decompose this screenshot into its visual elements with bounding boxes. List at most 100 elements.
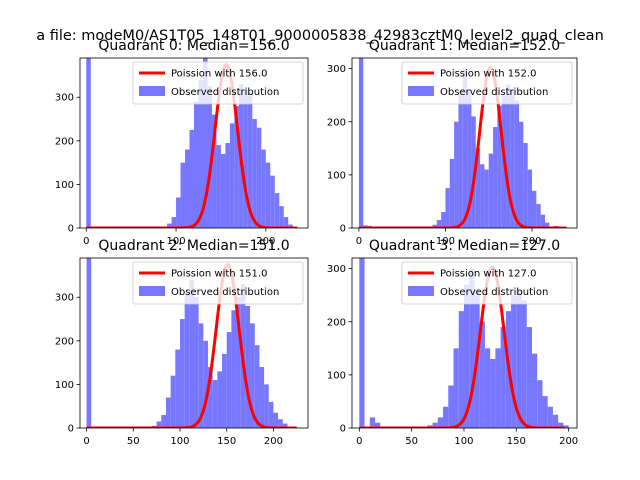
- x-tick-label: 200: [559, 436, 578, 447]
- legend: Poission with 152.0 Observed distribution: [401, 61, 573, 105]
- hist-bar: [443, 406, 449, 428]
- legend-observed-label: Observed distribution: [171, 287, 279, 298]
- hist-bar: [180, 162, 186, 228]
- hist-bar: [526, 327, 532, 428]
- hist-bar: [462, 68, 468, 228]
- hist-bar: [552, 414, 559, 428]
- hist-bar: [454, 121, 459, 228]
- hist-bar: [448, 385, 454, 428]
- hist-bar: [463, 284, 470, 428]
- x-tick-label: 50: [127, 436, 140, 447]
- hist-bar: [484, 348, 491, 428]
- legend: Poission with 151.0 Observed distribution: [132, 261, 304, 305]
- legend: Poission with 156.0 Observed distribution: [132, 61, 304, 105]
- hist-bar: [375, 422, 381, 428]
- hist-bar: [441, 212, 446, 228]
- x-tick-label: 200: [256, 236, 275, 247]
- hist-bar: [521, 300, 527, 428]
- x-tick-label: 100: [170, 436, 189, 447]
- x-tick-label: 150: [217, 436, 236, 447]
- legend-observed-label: Observed distribution: [440, 87, 548, 98]
- legend: Poission with 127.0 Observed distribution: [401, 261, 573, 305]
- hist-bar: [369, 417, 376, 428]
- hist-bar: [519, 121, 524, 228]
- panel-title: Quadrant 0: Median=156.0: [98, 38, 289, 54]
- y-tick-label: 0: [340, 224, 346, 235]
- hist-bar: [185, 149, 190, 228]
- hist-bar: [479, 321, 485, 428]
- legend-box: [132, 261, 304, 305]
- legend-poisson-label: Poission with 152.0: [440, 69, 536, 80]
- hist-bar: [510, 89, 515, 228]
- hist-bar: [254, 345, 260, 428]
- hist-bar: [506, 84, 511, 228]
- y-tick-label: 200: [327, 117, 346, 128]
- hist-bar: [184, 292, 190, 428]
- hist-bar: [250, 323, 255, 428]
- hist-bar: [203, 340, 209, 428]
- y-tick-label: 300: [55, 93, 74, 104]
- panel-0: 0 100 200 0 100 200 300 Quadrant 0: Median=156.…: [55, 38, 309, 247]
- hist-bar: [86, 258, 92, 428]
- legend-poisson-label: Poission with 156.0: [171, 69, 267, 80]
- hist-bar: [469, 268, 475, 428]
- hist-bar: [500, 327, 506, 428]
- hist-bar: [245, 305, 251, 428]
- hist-bar: [467, 89, 472, 228]
- hist-bar: [156, 421, 162, 428]
- hist-bar: [540, 214, 545, 228]
- hist-bar: [270, 175, 275, 228]
- hist-bar: [516, 289, 522, 428]
- hist-bar: [225, 143, 230, 228]
- x-tick-label: 50: [405, 436, 418, 447]
- x-tick-label: 100: [436, 236, 455, 247]
- x-tick-label: 200: [264, 436, 283, 447]
- y-tick-label: 200: [327, 317, 346, 328]
- legend-observed-label: Observed distribution: [171, 87, 279, 98]
- hist-bar: [268, 401, 274, 428]
- hist-bar: [264, 384, 269, 428]
- panel-3: 0 50 100 150 200 0 100 200 300 Quadrant 3: Median…: [327, 238, 578, 447]
- hist-bar: [222, 353, 227, 428]
- hist-bar: [161, 414, 166, 428]
- hist-bar: [198, 323, 204, 428]
- hist-bar: [449, 158, 455, 228]
- poisson-curve: [86, 62, 298, 228]
- hist-bar: [252, 119, 257, 228]
- legend-poisson-label: Poission with 151.0: [171, 269, 267, 280]
- legend-observed-label: Observed distribution: [440, 287, 548, 298]
- hist-bar: [497, 105, 502, 228]
- hist-bar: [536, 204, 541, 228]
- hist-bar: [359, 258, 365, 428]
- hist-bar: [283, 217, 289, 228]
- hist-bar: [189, 129, 194, 228]
- hist-bar: [288, 224, 293, 228]
- hist-bar: [495, 348, 501, 428]
- hist-bar: [207, 86, 212, 228]
- y-tick-label: 0: [340, 424, 346, 435]
- y-tick-label: 100: [55, 380, 74, 391]
- axes-frame: [351, 257, 578, 429]
- hist-bar: [226, 332, 232, 428]
- legend-observed-swatch: [139, 86, 165, 96]
- hist-bar: [247, 92, 253, 228]
- panel-2: 0 50 100 150 200 0 100 200 300 Quadrant 2: Median…: [55, 238, 309, 447]
- hist-bar: [558, 422, 564, 428]
- hist-bar: [212, 380, 218, 428]
- x-tick-label: 0: [356, 436, 362, 447]
- x-tick-label: 200: [522, 236, 541, 247]
- hist-bar: [208, 366, 213, 428]
- y-tick-label: 300: [327, 264, 346, 275]
- hist-bar: [256, 127, 262, 228]
- hist-bar: [265, 162, 271, 228]
- hist-bar: [432, 224, 437, 228]
- hist-bar: [488, 153, 494, 228]
- hist-bar: [547, 406, 553, 428]
- y-tick-label: 0: [68, 224, 74, 235]
- poisson-curve: [86, 262, 297, 428]
- hist-bar: [234, 105, 239, 228]
- hist-bar: [175, 349, 180, 428]
- hist-bar: [189, 279, 194, 428]
- hist-bar: [542, 396, 548, 428]
- hist-bar: [475, 148, 481, 228]
